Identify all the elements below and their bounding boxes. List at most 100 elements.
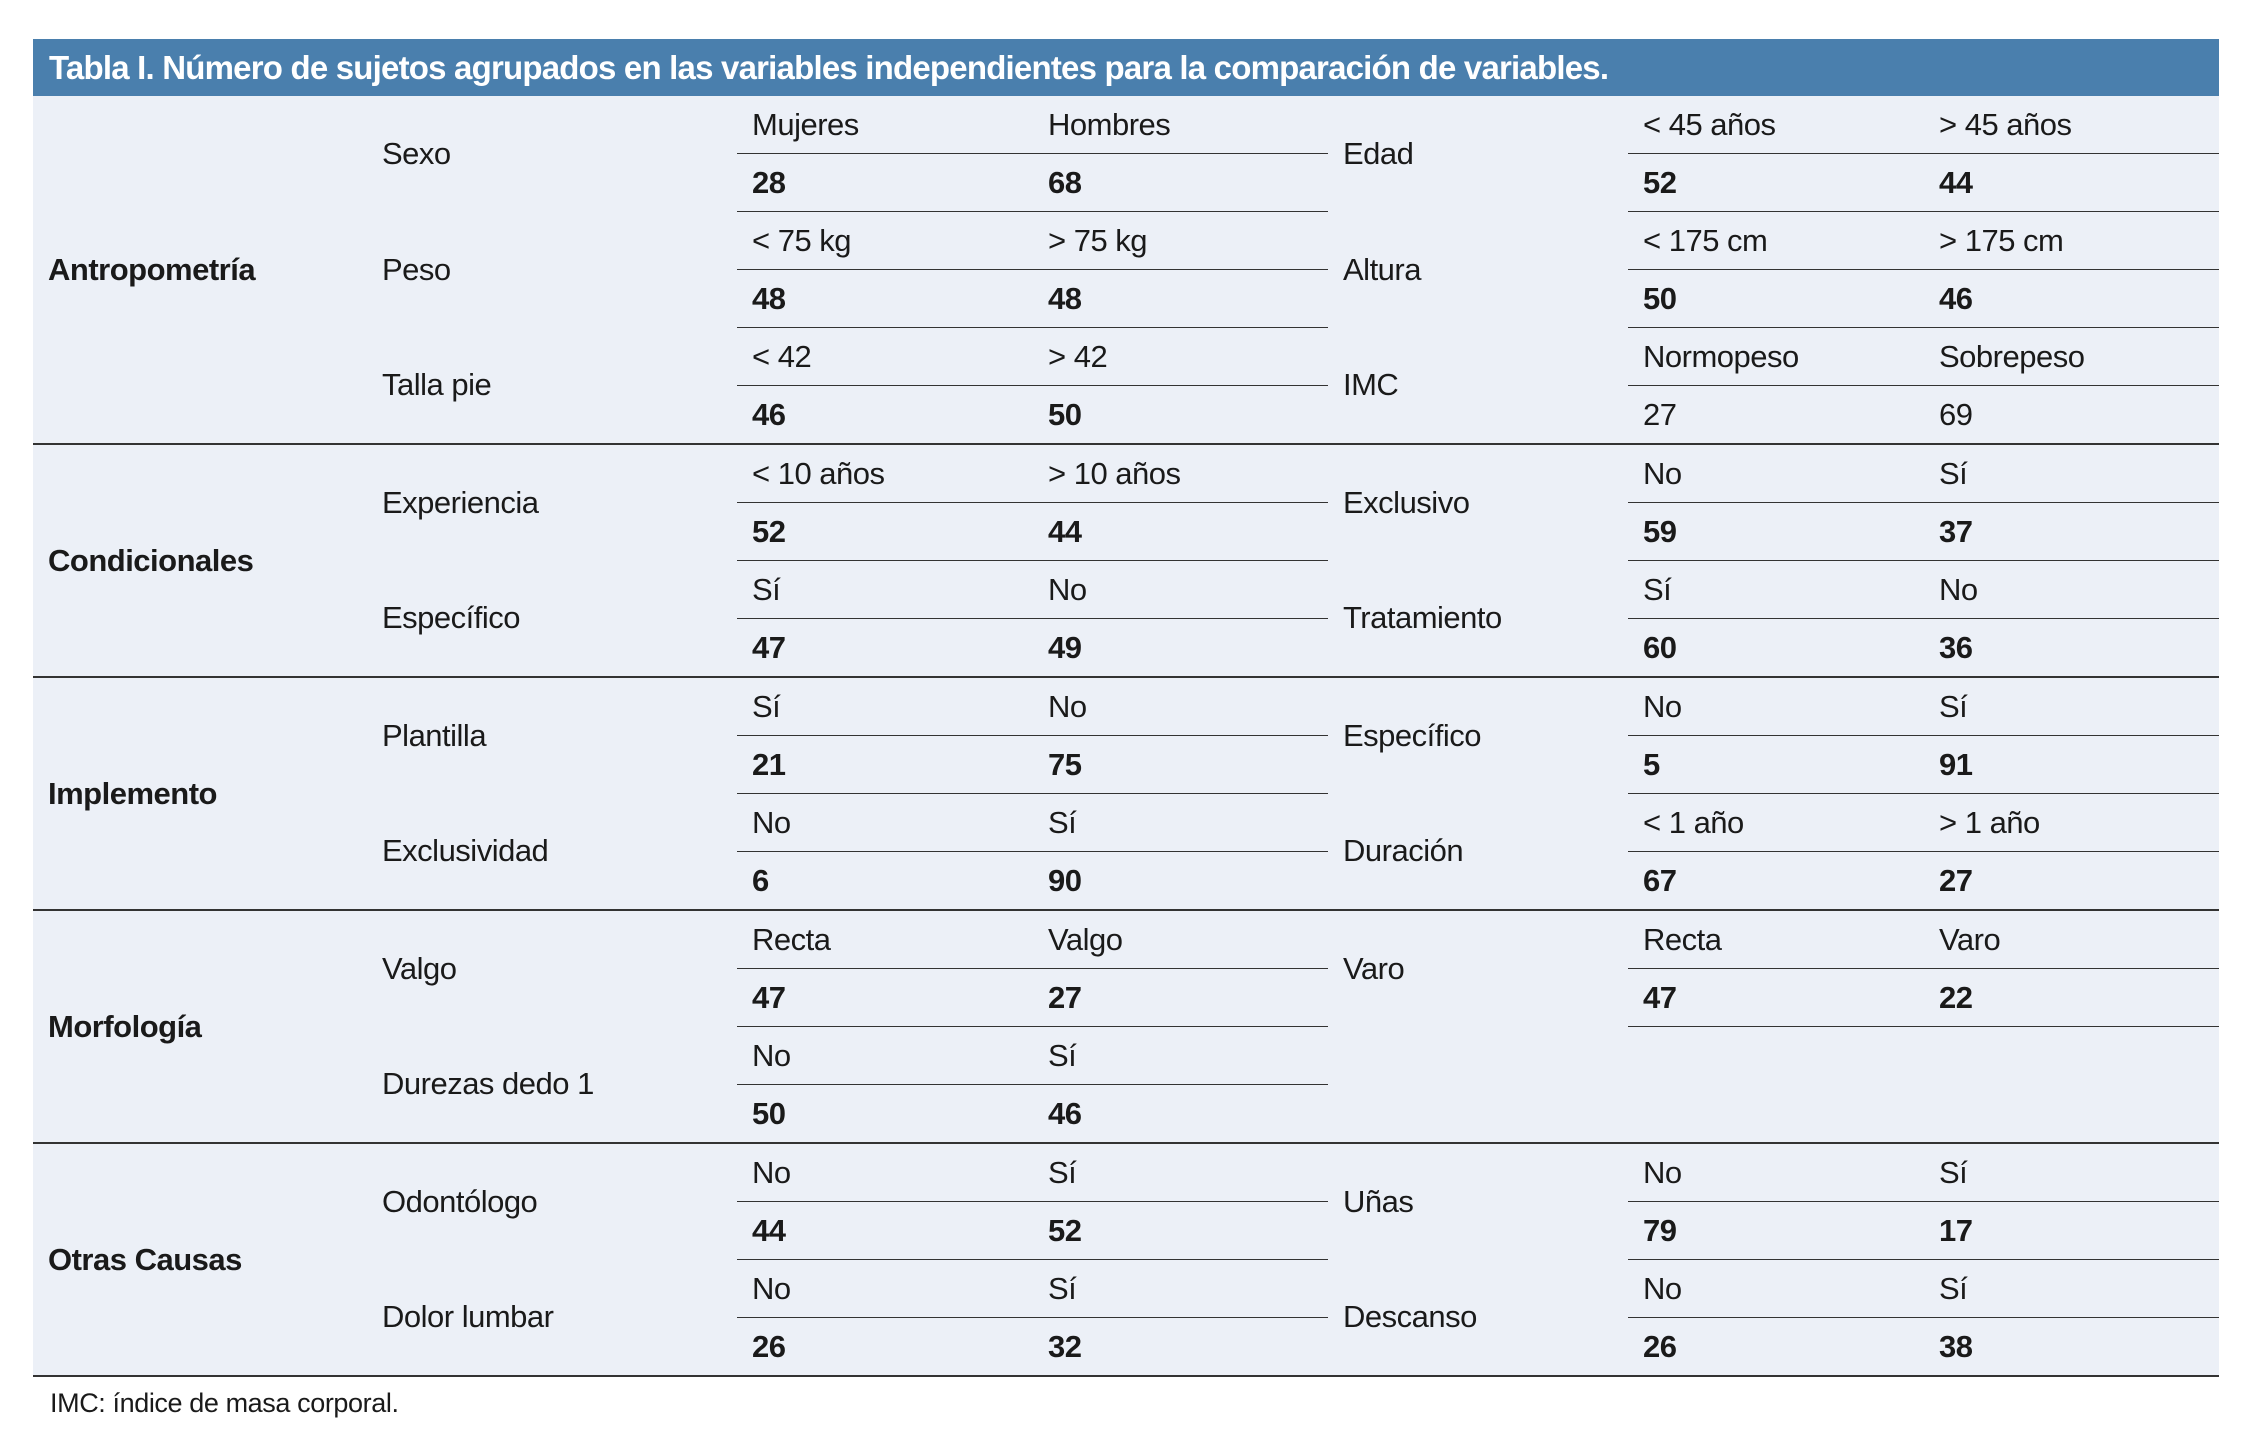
category-label: Hombres: [1033, 96, 1328, 154]
category-label: No: [1628, 1259, 1924, 1318]
table-row: Exclusividad No Sí Duración < 1 año > 1 año: [33, 793, 2219, 911]
table-row: 48 48 50 46: [33, 269, 2219, 328]
variable-label: Duración: [1328, 793, 1628, 911]
table-row: 6 90 67 27: [33, 851, 2219, 911]
table-title: Tabla I. Número de sujetos agrupados en …: [33, 39, 2219, 96]
count-value: 46: [737, 385, 1033, 445]
count-value: 5: [1628, 735, 1924, 794]
category-label: No: [1628, 444, 1924, 503]
category-label: > 45 años: [1924, 96, 2219, 154]
table-row: Condicionales Experiencia < 10 años > 10 añ…: [33, 444, 2219, 678]
category-label: Varo: [1924, 910, 2219, 969]
table-row: Implemento Plantilla Sí No Específico No Sí: [33, 677, 2219, 911]
variable-label: Peso: [382, 251, 451, 287]
count-value: 79: [1628, 1201, 1924, 1260]
category-label: > 175 cm: [1924, 211, 2219, 270]
empty-cell: [1328, 1026, 1628, 1144]
variable-label: Edad: [1343, 135, 1414, 171]
count-value: 90: [1033, 851, 1328, 911]
count-value: 21: [737, 735, 1033, 794]
count-value: 52: [1628, 153, 1924, 212]
variable-label: Exclusivo: [1343, 484, 1470, 520]
count-value: 49: [1033, 618, 1328, 678]
category-label: Sí: [737, 560, 1033, 619]
category-label: Sí: [1033, 1026, 1328, 1085]
category-label: Sí: [1924, 444, 2219, 503]
count-value: 50: [1033, 385, 1328, 445]
category-label: Sí: [1924, 1259, 2219, 1318]
empty-cell: [1628, 1027, 1924, 1085]
category-label: Sí: [737, 677, 1033, 736]
table-body: Antropometría Sexo Mujeres Hombres Edad < 45 …: [33, 96, 2219, 1377]
empty-cell: [1924, 1027, 2219, 1085]
count-value: 36: [1924, 618, 2219, 678]
table-row: Específico Sí No Tratamiento Sí No: [33, 560, 2219, 678]
table-row: 21 75 5 91: [33, 735, 2219, 794]
variable-label: Exclusividad: [367, 793, 737, 911]
table-row: 26 32 26 38: [33, 1317, 2219, 1377]
variable-label: Específico: [1343, 717, 1482, 753]
category-label: Recta: [1628, 910, 1924, 969]
variable-label: Dolor lumbar: [367, 1259, 737, 1377]
variable-label: Sexo: [382, 135, 451, 171]
variable-label: Uñas: [1343, 1183, 1414, 1219]
table-row: 52 44 59 37: [33, 502, 2219, 561]
count-value: 44: [1924, 153, 2219, 212]
table-row: 44 52 79 17: [33, 1201, 2219, 1260]
category-label: < 175 cm: [1628, 211, 1924, 270]
count-value: 44: [1033, 502, 1328, 561]
category-label: Mujeres: [737, 96, 1033, 154]
table-row: Otras Causas Odontólogo No Sí Uñas No Sí: [33, 1143, 2219, 1377]
category-label: < 10 años: [737, 444, 1033, 503]
footnote: IMC: índice de masa corporal.: [50, 1388, 399, 1418]
category-label: < 45 años: [1628, 96, 1924, 154]
category-label: No: [737, 1259, 1033, 1318]
count-value: 60: [1628, 618, 1924, 678]
count-value: 26: [737, 1317, 1033, 1377]
category-label: No: [1924, 560, 2219, 619]
category-label: > 10 años: [1033, 444, 1328, 503]
table-row: Morfología Valgo Recta Valgo Varo Recta Varo: [33, 910, 2219, 1144]
variable-label: Tratamiento: [1328, 560, 1628, 678]
data-table: Tabla I. Número de sujetos agrupados en …: [33, 39, 2219, 1377]
count-value: 17: [1924, 1201, 2219, 1260]
category-label: < 75 kg: [737, 211, 1033, 270]
table-row: 50 46: [33, 1084, 2219, 1144]
count-value: 91: [1924, 735, 2219, 794]
count-value: 68: [1033, 153, 1328, 212]
count-value: 75: [1033, 735, 1328, 794]
table-row: Antropometría Sexo Mujeres Hombres Edad < 45 …: [33, 96, 2219, 445]
count-value: 46: [1033, 1084, 1328, 1144]
category-label: Sí: [1033, 793, 1328, 852]
variable-label: Talla pie: [367, 327, 737, 445]
count-value: 47: [737, 618, 1033, 678]
category-label: Normopeso: [1628, 327, 1924, 386]
count-value: 37: [1924, 502, 2219, 561]
variable-label: Descanso: [1328, 1259, 1628, 1377]
category-label: Sobrepeso: [1924, 327, 2219, 386]
group-label: Implemento: [33, 677, 367, 911]
table-row: 47 27 47 22: [33, 968, 2219, 1027]
count-value: 46: [1924, 269, 2219, 328]
table-row: 28 68 52 44: [33, 153, 2219, 212]
variable-label: Altura: [1343, 251, 1421, 287]
count-value: 48: [1033, 269, 1328, 328]
category-label: Sí: [1924, 677, 2219, 736]
count-value: 47: [737, 968, 1033, 1027]
count-value: 27: [1924, 851, 2219, 911]
category-label: No: [737, 1143, 1033, 1202]
category-label: > 1 año: [1924, 793, 2219, 852]
category-label: No: [737, 793, 1033, 852]
group-label: Morfología: [33, 910, 367, 1144]
category-label: Sí: [1033, 1143, 1328, 1202]
count-value: 69: [1924, 385, 2219, 445]
category-label: No: [1033, 677, 1328, 736]
category-label: Valgo: [1033, 910, 1328, 969]
empty-cell: [1628, 1084, 1924, 1144]
variable-label: Varo: [1343, 950, 1405, 986]
variable-label: Específico: [367, 560, 737, 678]
count-value: 27: [1033, 968, 1328, 1027]
category-label: < 42: [737, 327, 1033, 386]
count-value: 28: [737, 153, 1033, 212]
category-label: Sí: [1033, 1259, 1328, 1318]
